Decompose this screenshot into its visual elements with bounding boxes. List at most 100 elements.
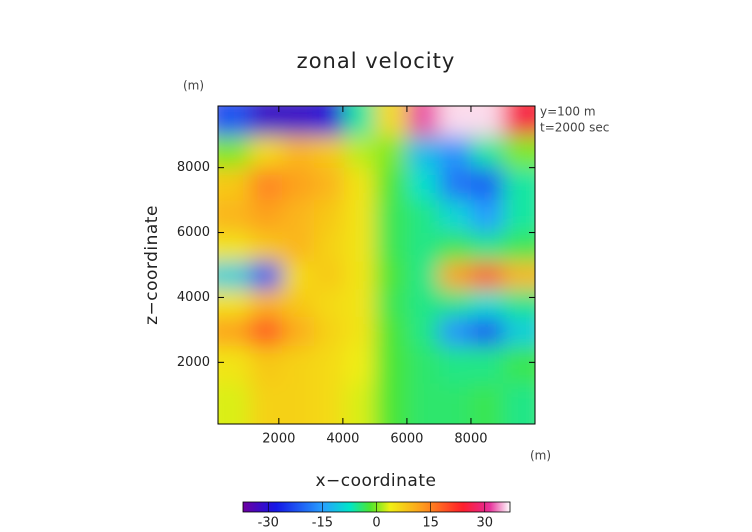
colorbar-tick-label: -15 [312, 516, 333, 531]
field-cell [470, 232, 504, 263]
colorbar-tick-label: -30 [258, 516, 279, 531]
x-tick-label: 2000 [262, 432, 295, 447]
field-cell [470, 261, 504, 291]
field-cell [470, 106, 504, 138]
field-cell [470, 167, 504, 202]
field-cell [438, 289, 472, 318]
x-tick-label: 8000 [454, 432, 487, 447]
field-cell [218, 106, 252, 138]
field-cell [314, 346, 346, 385]
field-cell [470, 316, 504, 348]
field-cell [502, 200, 535, 234]
field-cell [282, 232, 316, 263]
field-cell [470, 346, 504, 385]
field-cell [502, 232, 535, 263]
field-cell [406, 167, 440, 202]
field-cell [406, 136, 440, 169]
field-cell [406, 200, 440, 234]
field-cell [250, 383, 284, 424]
colorbar-tick-label: 15 [422, 516, 439, 531]
field-cell [250, 106, 284, 138]
field-cell [502, 383, 535, 424]
field [218, 106, 535, 424]
field-cell [344, 200, 376, 234]
field-cell [344, 289, 376, 318]
field-cell [438, 167, 472, 202]
field-cell [314, 136, 346, 169]
annotation: t=2000 sec [540, 121, 609, 135]
field-cell [250, 316, 284, 348]
field-cell [502, 106, 535, 138]
field-cell [438, 346, 472, 385]
field-cell [314, 261, 346, 291]
field-cell [502, 316, 535, 348]
field-cell [314, 316, 346, 348]
field-cell [470, 200, 504, 234]
field-cell [406, 383, 440, 424]
field-cell [282, 289, 316, 318]
field-cell [374, 136, 408, 169]
field-cell [282, 316, 316, 348]
y-unit: (m) [183, 79, 204, 93]
field-cell [406, 316, 440, 348]
field-cell [314, 167, 346, 202]
x-tick-label: 6000 [390, 432, 423, 447]
y-tick-label: 6000 [177, 225, 210, 240]
field-cell [344, 136, 376, 169]
field-cell [218, 346, 252, 385]
field-cell [406, 346, 440, 385]
field-cell [218, 167, 252, 202]
field-cell [438, 136, 472, 169]
field-cell [314, 106, 346, 138]
field-cell [282, 261, 316, 291]
field-cell [438, 261, 472, 291]
field-cell [502, 289, 535, 318]
field-cell [344, 106, 376, 138]
field-cell [282, 200, 316, 234]
field-cell [438, 383, 472, 424]
field-cell [282, 383, 316, 424]
field-cell [470, 289, 504, 318]
field-cell [374, 167, 408, 202]
field-cell [250, 232, 284, 263]
field-cell [406, 289, 440, 318]
field-cell [250, 261, 284, 291]
field-cell [502, 346, 535, 385]
field-cell [344, 232, 376, 263]
chart-title: zonal velocity [297, 49, 456, 73]
field-cell [502, 261, 535, 291]
field-cell [438, 200, 472, 234]
field-cell [470, 136, 504, 169]
field-cell [374, 383, 408, 424]
field-cell [282, 106, 316, 138]
field-cell [344, 167, 376, 202]
field-cell [282, 346, 316, 385]
field-cell [250, 200, 284, 234]
field-cell [314, 383, 346, 424]
plot-frame [217, 105, 536, 425]
field-cell [374, 346, 408, 385]
field-cell [470, 383, 504, 424]
field-cell [344, 383, 376, 424]
field-cell [282, 136, 316, 169]
field-cell [374, 200, 408, 234]
field-cell [374, 289, 408, 318]
field-cell [374, 232, 408, 263]
field-cell [250, 136, 284, 169]
field-cell [374, 261, 408, 291]
field-cell [314, 200, 346, 234]
field-cell [438, 232, 472, 263]
field-cell [250, 289, 284, 318]
x-axis-label: x−coordinate [316, 471, 437, 491]
field-cell [438, 106, 472, 138]
field-cell [374, 316, 408, 348]
field-cell [218, 232, 252, 263]
field-cell [250, 167, 284, 202]
y-tick-label: 8000 [177, 160, 210, 175]
field-cell [406, 261, 440, 291]
colorbar-tick-label: 0 [372, 516, 380, 531]
field-cell [344, 316, 376, 348]
field-cell [406, 232, 440, 263]
field-cell [438, 316, 472, 348]
